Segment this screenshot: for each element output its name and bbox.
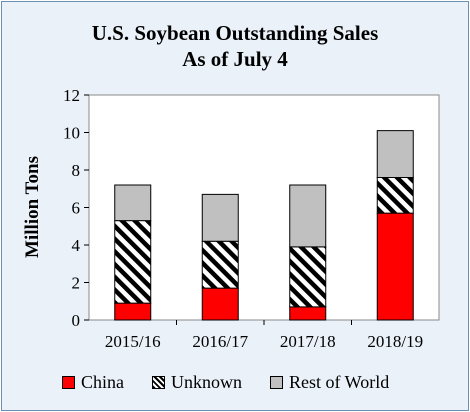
legend-item-china: China xyxy=(62,372,124,393)
legend-swatch xyxy=(270,376,283,389)
bar-rest-of-world-2 xyxy=(289,184,327,248)
y-tick-label: 4 xyxy=(72,236,81,255)
legend-label: Rest of World xyxy=(289,372,390,392)
y-tick-label: 12 xyxy=(63,86,80,105)
chart-title: U.S. Soybean Outstanding Sales As of Jul… xyxy=(2,20,468,72)
bar-rest-of-world-3 xyxy=(376,130,414,178)
x-tick-label: 2015/16 xyxy=(105,332,161,351)
bar-unknown-1 xyxy=(201,240,239,289)
chart-title-line2: As of July 4 xyxy=(182,47,288,71)
legend-item-unknown: Unknown xyxy=(152,372,242,393)
y-tick-label: 8 xyxy=(72,161,81,180)
bar-unknown-3 xyxy=(376,177,414,214)
y-tick-label: 10 xyxy=(63,124,80,143)
x-tick-label: 2016/17 xyxy=(192,332,248,351)
y-tick-label: 0 xyxy=(72,311,81,330)
bar-rest-of-world-0 xyxy=(114,184,152,222)
legend-swatch xyxy=(62,376,75,389)
bar-china-2 xyxy=(289,306,327,321)
legend-item-rest-of-world: Rest of World xyxy=(270,372,389,393)
x-tick-label: 2017/18 xyxy=(280,332,336,351)
bar-china-0 xyxy=(114,302,152,321)
y-tick-label: 6 xyxy=(72,199,81,218)
x-tick-label: 2018/19 xyxy=(367,332,423,351)
bar-china-1 xyxy=(201,287,239,321)
y-tick-label: 2 xyxy=(72,274,81,293)
chart-title-line1: U.S. Soybean Outstanding Sales xyxy=(91,21,379,45)
legend-swatch xyxy=(152,376,165,389)
bar-unknown-0 xyxy=(114,220,152,304)
bar-unknown-2 xyxy=(289,246,327,308)
bar-rest-of-world-1 xyxy=(201,193,239,242)
bar-china-3 xyxy=(376,212,414,321)
legend-label: China xyxy=(81,372,124,392)
legend-label: Unknown xyxy=(171,372,242,392)
y-axis-label: Million Tons xyxy=(22,156,43,258)
chart-legend: China Unknown Rest of World xyxy=(62,372,468,393)
